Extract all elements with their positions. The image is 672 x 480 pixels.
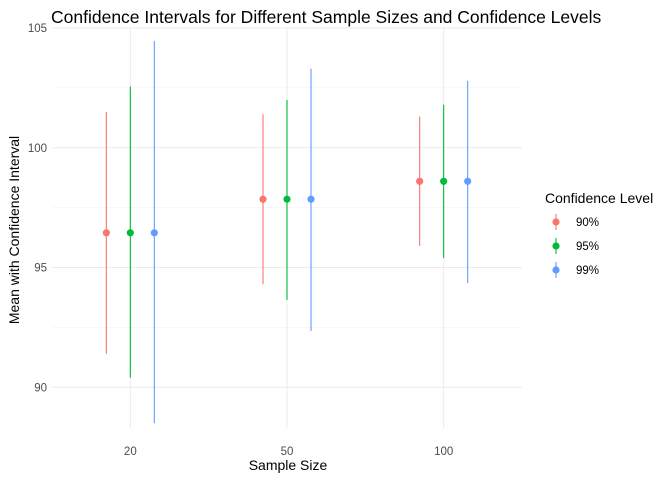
y-tick-labels: 90 95 100 105 (28, 23, 47, 394)
chart-title: Confidence Intervals for Different Sampl… (51, 7, 602, 27)
legend-title: Confidence Level (545, 190, 653, 206)
legend-key-point (552, 218, 560, 226)
legend-label: 90% (576, 217, 599, 229)
mean-point (283, 195, 291, 203)
y-tick-label: 95 (34, 263, 47, 275)
legend-key-point (552, 266, 560, 274)
mean-point (126, 229, 134, 237)
y-tick-label: 90 (34, 382, 47, 394)
mean-point (150, 229, 158, 237)
x-tick-label: 50 (281, 446, 294, 458)
y-tick-label: 105 (28, 23, 47, 35)
mean-point (440, 177, 448, 185)
error-bars (102, 41, 472, 424)
x-axis-title: Sample Size (249, 457, 328, 473)
mean-point (259, 195, 267, 203)
legend-label: 99% (576, 265, 599, 277)
legend-label: 95% (576, 241, 599, 253)
legend: Confidence Level 90% 95% 99% (545, 190, 653, 278)
x-tick-label: 100 (434, 446, 453, 458)
y-axis-title: Mean with Confidence Interval (6, 136, 22, 324)
mean-point (464, 177, 472, 185)
mean-point (307, 195, 315, 203)
legend-key-point (552, 242, 560, 250)
legend-items: 90% 95% 99% (552, 214, 599, 278)
x-tick-label: 20 (124, 446, 137, 458)
mean-point (102, 229, 110, 237)
y-tick-label: 100 (28, 143, 47, 155)
mean-point (416, 177, 424, 185)
x-tick-labels: 20 50 100 (124, 446, 453, 458)
